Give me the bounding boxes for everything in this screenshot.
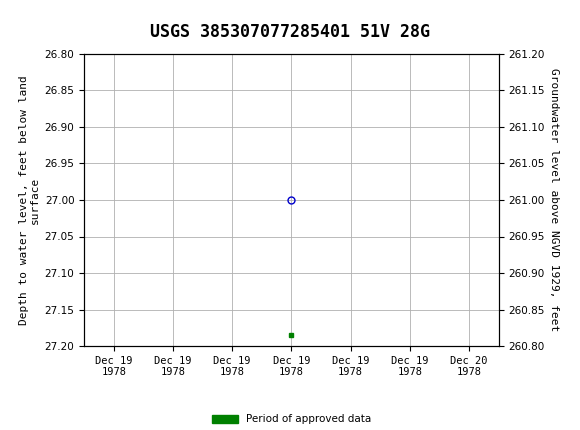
Y-axis label: Groundwater level above NGVD 1929, feet: Groundwater level above NGVD 1929, feet	[549, 68, 559, 332]
Text: ≋USGS: ≋USGS	[3, 10, 63, 25]
Text: USGS 385307077285401 51V 28G: USGS 385307077285401 51V 28G	[150, 23, 430, 41]
Legend: Period of approved data: Period of approved data	[208, 410, 375, 429]
Y-axis label: Depth to water level, feet below land
surface: Depth to water level, feet below land su…	[19, 75, 41, 325]
